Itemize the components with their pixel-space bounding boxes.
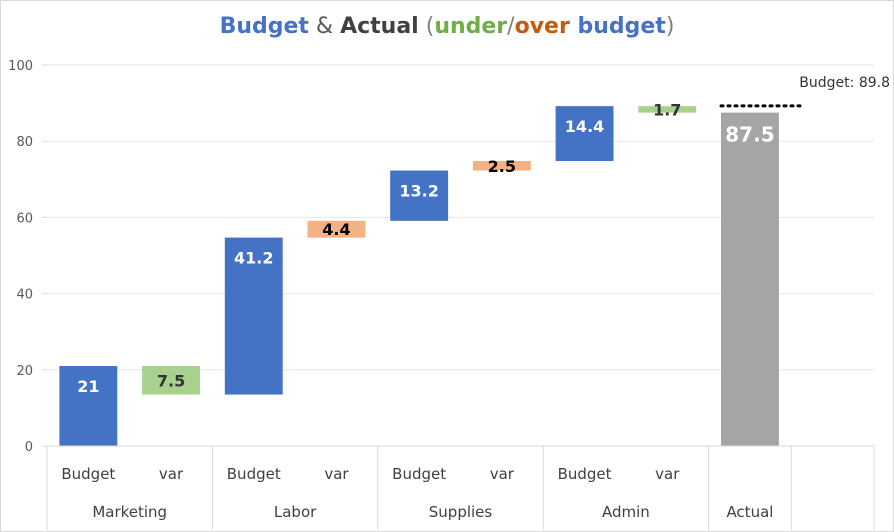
x-category-label: var: [655, 465, 680, 483]
data-label-labor-budget: 41.2: [234, 249, 273, 268]
y-tick-label: 20: [16, 364, 33, 379]
data-label-marketing-var: 7.5: [157, 371, 185, 390]
x-category-label: Budget: [558, 465, 612, 483]
x-group-label: Supplies: [429, 503, 493, 521]
chart-title: Budget & Actual (under/over budget): [0, 14, 894, 39]
x-category-label: Budget: [227, 465, 281, 483]
data-label-actual: 87.5: [725, 123, 774, 147]
bar-labor-budget: [224, 237, 283, 395]
bar-admin-var: [638, 106, 697, 113]
y-tick-label: 100: [8, 59, 33, 74]
x-category-label: var: [159, 465, 184, 483]
x-category-label: var: [490, 465, 515, 483]
title-part: ): [665, 14, 675, 39]
data-label-labor-var: 4.4: [322, 220, 350, 239]
budget-reference: Budget: 89.8: [719, 75, 890, 108]
title-part: Budget: [219, 14, 309, 39]
data-label-admin-budget: 14.4: [565, 117, 604, 136]
y-axis: 0 20 40 60 80 100: [8, 59, 47, 455]
bar-labor-var: [307, 220, 366, 238]
title-part: budget: [569, 14, 666, 39]
x-axis: Budget var Budget var Budget var Budget var Mark…: [46, 445, 875, 530]
bar-marketing-budget: [59, 365, 118, 446]
data-labels: 21 7.5 41.2 4.4 13.2 2.5 14.4 1.7 87.5: [77, 100, 774, 396]
bar-supplies-var: [472, 161, 531, 171]
bar-supplies-budget: [390, 170, 449, 221]
x-category-label: var: [324, 465, 349, 483]
title-part: /: [507, 14, 515, 39]
bar-marketing-var: [142, 365, 200, 395]
y-tick-label: 0: [25, 440, 33, 455]
data-label-supplies-budget: 13.2: [399, 182, 438, 201]
title-part: over: [514, 14, 570, 39]
budget-label: Budget: 89.8: [799, 75, 890, 91]
x-group-label: Marketing: [92, 503, 167, 521]
bar-admin-budget: [555, 106, 614, 162]
x-category-label: Budget: [61, 465, 115, 483]
data-label-marketing-budget: 21: [77, 377, 99, 396]
x-group-label: Actual: [726, 503, 773, 521]
title-part: Actual: [340, 14, 419, 39]
data-label-admin-var: 1.7: [653, 100, 681, 119]
y-tick-label: 60: [16, 211, 33, 226]
title-part: under: [434, 14, 508, 39]
x-group-label: Admin: [602, 503, 650, 521]
y-tick-label: 40: [16, 288, 33, 303]
title-part: &: [308, 14, 341, 39]
bar-actual: [721, 112, 779, 446]
x-group-label: Labor: [274, 503, 317, 521]
x-category-label: Budget: [392, 465, 446, 483]
data-label-supplies-var: 2.5: [488, 157, 516, 176]
y-tick-label: 80: [16, 135, 33, 150]
bars: [59, 106, 779, 446]
title-part: (: [418, 14, 435, 39]
